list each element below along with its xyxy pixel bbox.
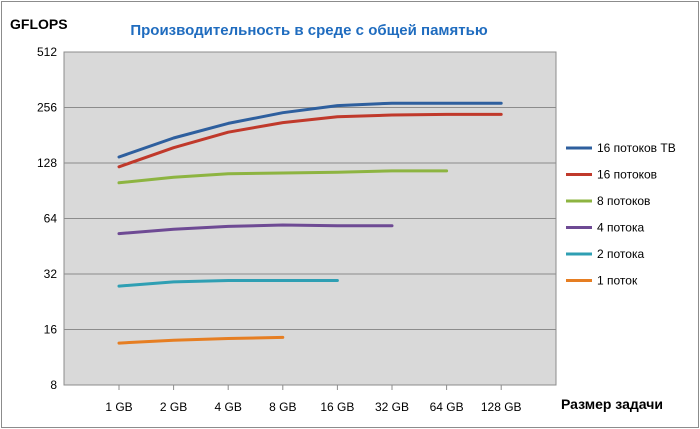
series-line bbox=[117, 169, 449, 185]
x-tick-labels: 1 GB 2 GB 4 GB 8 GB 16 GB 32 GB 64 GB 128 GB bbox=[105, 385, 522, 414]
x-tick-label: 128 GB bbox=[481, 400, 522, 414]
x-tick-label: 2 GB bbox=[160, 400, 187, 414]
y-tick-label: 128 bbox=[37, 156, 57, 170]
legend-label: 4 потока bbox=[597, 221, 644, 235]
grid-lines bbox=[64, 107, 556, 330]
x-tick-label: 1 GB bbox=[105, 400, 132, 414]
series-line bbox=[117, 101, 503, 159]
series-line bbox=[117, 335, 285, 345]
x-tick-label: 32 GB bbox=[375, 400, 409, 414]
legend-label: 16 потоков ТВ bbox=[597, 141, 676, 155]
series-line bbox=[117, 223, 394, 236]
legend-label: 1 поток bbox=[597, 274, 638, 288]
x-tick-label: 16 GB bbox=[320, 400, 354, 414]
y-tick-labels: 8 16 32 64 128 256 512 bbox=[37, 45, 57, 392]
series-line bbox=[117, 279, 339, 288]
legend-label: 8 потоков bbox=[597, 194, 650, 208]
y-tick-label: 64 bbox=[44, 212, 58, 226]
y-tick-label: 8 bbox=[50, 378, 57, 392]
x-axis-label: Размер задачи bbox=[561, 396, 663, 412]
y-tick-label: 256 bbox=[37, 101, 57, 115]
legend-label: 2 потока bbox=[597, 247, 644, 261]
y-axis-label: GFLOPS bbox=[10, 16, 68, 32]
chart-title: Производительность в среде с общей памят… bbox=[130, 22, 487, 39]
x-tick-label: 64 GB bbox=[430, 400, 464, 414]
x-tick-label: 4 GB bbox=[215, 400, 242, 414]
y-tick-label: 512 bbox=[37, 45, 57, 59]
y-tick-label: 32 bbox=[44, 267, 58, 281]
x-tick-label: 8 GB bbox=[269, 400, 296, 414]
series-line bbox=[117, 112, 503, 169]
legend-label: 16 потоков bbox=[597, 168, 657, 182]
legend: 16 потоков ТВ 16 потоков 8 потоков 4 потока… bbox=[566, 141, 676, 288]
y-tick-label: 16 bbox=[44, 323, 58, 337]
series-lines bbox=[117, 101, 503, 345]
